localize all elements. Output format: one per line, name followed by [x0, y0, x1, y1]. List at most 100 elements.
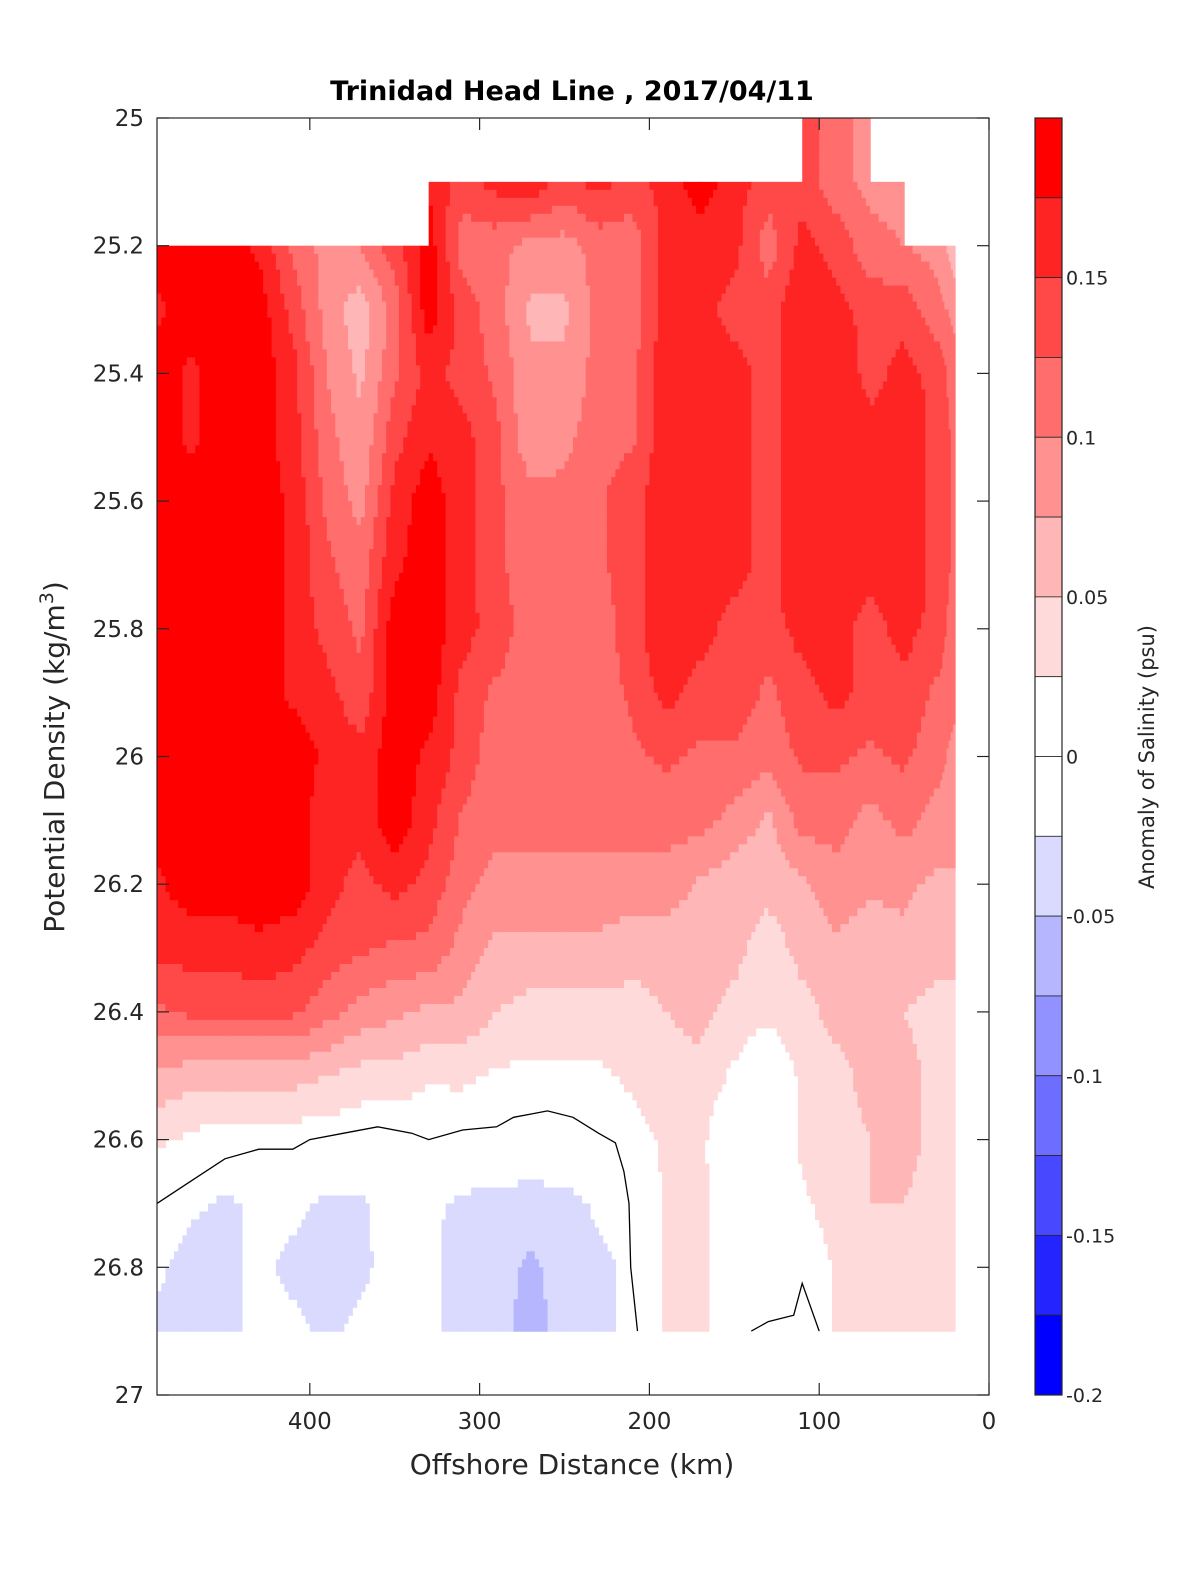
contour-fill-cell	[781, 548, 803, 558]
contour-fill-cell	[768, 612, 786, 622]
contour-fill-cell	[530, 205, 553, 215]
contour-fill-cell	[505, 525, 532, 534]
contour-fill-cell	[700, 644, 710, 654]
contour-fill-cell	[776, 684, 803, 694]
contour-fill-cell	[157, 1291, 192, 1300]
contour-fill-cell	[938, 732, 952, 742]
contour-fill-cell	[700, 1003, 718, 1013]
contour-fill-cell	[904, 1179, 914, 1189]
contour-fill-cell	[768, 221, 774, 231]
contour-fill-cell	[314, 940, 328, 949]
contour-fill-cell	[195, 445, 226, 454]
contour-fill-cell	[823, 692, 837, 702]
contour-fill-cell	[258, 676, 285, 686]
contour-fill-cell	[950, 317, 956, 327]
contour-fill-cell	[700, 493, 735, 502]
contour-fill-cell	[530, 660, 566, 670]
contour-fill-cell	[904, 373, 922, 382]
contour-fill-cell	[768, 525, 782, 534]
contour-fill-cell	[581, 245, 600, 255]
contour-fill-cell	[700, 788, 735, 798]
contour-fill-cell	[670, 764, 701, 774]
contour-fill-cell	[394, 1019, 430, 1029]
contour-fill-cell	[292, 724, 307, 734]
contour-fill-cell	[781, 405, 803, 414]
contour-fill-cell	[802, 453, 837, 462]
contour-fill-cell	[938, 1171, 956, 1181]
contour-fill-cell	[483, 948, 498, 957]
contour-fill-cell	[326, 964, 341, 973]
contour-fill-cell	[870, 892, 905, 901]
contour-fill-cell	[292, 541, 311, 550]
contour-fill-cell	[343, 477, 362, 486]
contour-fill-cell	[258, 1043, 294, 1053]
contour-fill-cell	[258, 405, 277, 414]
contour-fill-cell	[598, 1043, 634, 1053]
contour-fill-cell	[326, 908, 332, 917]
contour-fill-cell	[513, 612, 532, 622]
contour-fill-cell	[411, 804, 430, 813]
contour-fill-cell	[768, 205, 803, 215]
contour-fill-cell	[394, 517, 413, 526]
contour-fill-cell	[904, 756, 909, 766]
contour-fill-cell	[912, 892, 939, 901]
contour-fill-cell	[632, 580, 646, 590]
contour-fill-cell	[365, 588, 379, 598]
contour-fill-cell	[258, 525, 285, 534]
contour-fill-cell	[428, 780, 447, 790]
contour-fill-cell	[870, 429, 905, 438]
contour-fill-cell	[292, 493, 307, 502]
contour-fill-cell	[870, 676, 905, 686]
contour-fill-cell	[258, 756, 294, 766]
y-tick-label: 26.4	[93, 1000, 144, 1026]
contour-fill-cell	[700, 660, 735, 670]
contour-fill-cell	[938, 341, 941, 351]
contour-fill-cell	[653, 429, 667, 438]
contour-fill-cell	[632, 772, 667, 782]
contour-fill-cell	[530, 564, 566, 574]
contour-fill-cell	[420, 373, 430, 382]
contour-fill-cell	[632, 1035, 667, 1045]
contour-fill-cell	[394, 979, 430, 989]
contour-fill-cell	[700, 764, 735, 774]
contour-fill-cell	[432, 916, 464, 925]
contour-fill-cell	[819, 684, 837, 694]
contour-fill-cell	[309, 876, 328, 885]
contour-fill-cell	[454, 692, 464, 702]
x-tick-label: 200	[627, 1409, 671, 1435]
contour-fill-cell	[564, 1299, 600, 1308]
contour-fill-cell	[946, 373, 956, 382]
contour-fill-cell	[326, 1251, 362, 1260]
contour-fill-cell	[496, 205, 532, 215]
contour-fill-cell	[870, 221, 888, 231]
contour-fill-cell	[360, 501, 366, 510]
contour-fill-cell	[475, 477, 498, 486]
contour-fill-cell	[738, 964, 769, 973]
contour-fill-cell	[768, 932, 786, 941]
contour-fill-cell	[632, 485, 646, 494]
contour-fill-cell	[314, 245, 328, 255]
contour-fill-cell	[836, 1059, 850, 1069]
contour-fill-cell	[598, 971, 634, 981]
contour-fill-cell	[925, 389, 939, 398]
contour-fill-cell	[944, 764, 956, 774]
contour-fill-cell	[462, 548, 476, 558]
contour-fill-cell	[496, 844, 532, 853]
contour-fill-cell	[161, 868, 192, 877]
contour-fill-cell	[326, 429, 336, 438]
contour-fill-cell	[475, 461, 498, 470]
contour-fill-cell	[632, 916, 667, 925]
contour-fill-cell	[870, 588, 905, 598]
contour-fill-cell	[284, 533, 294, 542]
contour-fill-cell	[666, 277, 701, 287]
contour-fill-cell	[585, 269, 600, 279]
contour-fill-cell	[904, 1051, 918, 1061]
contour-fill-cell	[496, 604, 515, 614]
contour-fill-cell	[352, 860, 362, 869]
contour-fill-cell	[360, 964, 396, 973]
contour-fill-cell	[530, 756, 566, 766]
contour-fill-cell	[454, 293, 464, 303]
contour-fill-cell	[938, 1315, 956, 1324]
contour-fill-cell	[360, 485, 366, 494]
contour-fill-cell	[360, 1203, 370, 1213]
